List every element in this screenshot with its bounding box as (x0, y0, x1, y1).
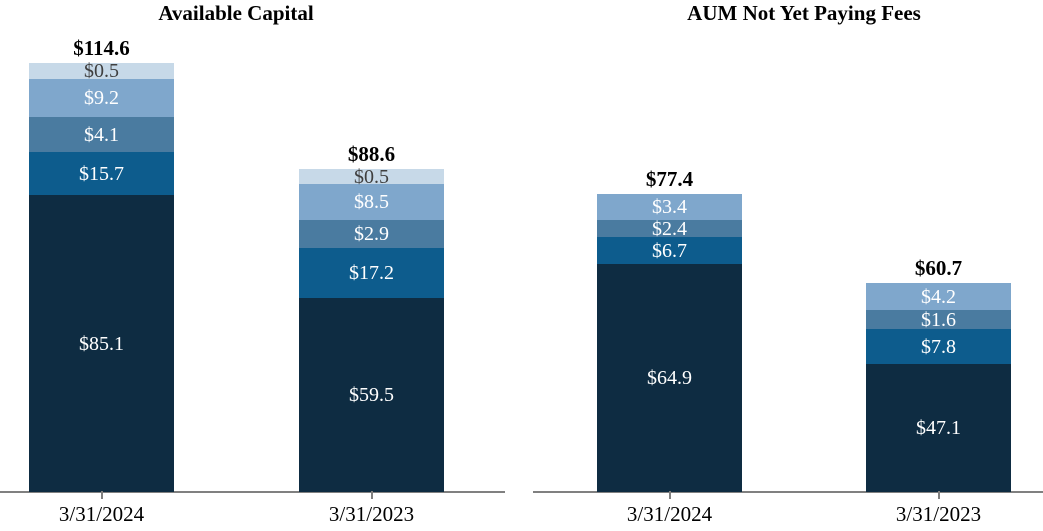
segment-value-label: $17.2 (349, 262, 394, 284)
segment-value-label: $15.7 (79, 162, 124, 185)
bar-segment: $0.5 (299, 165, 444, 188)
segment-value-label: $2.4 (652, 217, 687, 240)
stacked-bar: $4.2 $1.6 $7.8 $47.1 (866, 283, 1011, 492)
bar-total-label: $60.7 (914, 256, 963, 280)
chart-title-aum-not-yet-paying-fees: AUM Not Yet Paying Fees (687, 1, 921, 25)
x-axis-tick (100, 491, 103, 499)
bar-segment: $0.5 (29, 60, 174, 82)
x-axis-tick (370, 491, 373, 499)
x-axis-line (533, 491, 1043, 493)
x-axis-category-label: 3/31/2023 (328, 502, 415, 526)
bar-total-label: $77.4 (645, 167, 694, 191)
segment-value-label: $4.1 (84, 123, 119, 146)
bar-segment: $85.1 (29, 195, 174, 492)
stacked-bar: $3.4 $2.4 $6.7 $64.9 (597, 194, 742, 492)
bar-segment: $1.6 (866, 308, 1011, 331)
segment-value-label: $85.1 (79, 332, 124, 355)
bar-segment: $4.2 (866, 283, 1011, 310)
bar-segment: $2.4 (597, 217, 742, 240)
segment-value-label: $1.6 (921, 308, 956, 331)
bar-segment: $2.9 (299, 220, 444, 248)
bar-segment: $9.2 (29, 79, 174, 117)
segment-value-label: $6.7 (652, 239, 687, 262)
bar-segment: $47.1 (866, 364, 1011, 492)
segment-value-label: $64.9 (647, 367, 692, 389)
x-axis-category-label: 3/31/2023 (895, 502, 982, 526)
x-axis-tick (668, 491, 671, 499)
segment-value-label: $3.4 (652, 196, 687, 218)
stacked-bar: $0.5 $9.2 $4.1 $15.7 $85.1 (29, 60, 174, 492)
segment-value-label: $4.2 (921, 285, 956, 308)
bar-segment: $3.4 (597, 194, 742, 220)
bar-segment: $8.5 (299, 184, 444, 220)
segment-value-label: $9.2 (84, 87, 119, 109)
x-axis-category-label: 3/31/2024 (58, 502, 145, 526)
segment-value-label: $0.5 (354, 165, 389, 188)
chart-title-available-capital: Available Capital (158, 1, 314, 25)
segment-value-label: $2.9 (354, 223, 389, 245)
bar-segment: $15.7 (29, 152, 174, 195)
segment-value-label: $59.5 (349, 384, 394, 406)
x-axis-line (0, 491, 505, 493)
stacked-bar: $0.5 $8.5 $2.9 $17.2 $59.5 (299, 165, 444, 492)
bar-segment: $7.8 (866, 329, 1011, 364)
bar-segment: $64.9 (597, 264, 742, 492)
x-axis-category-label: 3/31/2024 (626, 502, 713, 526)
segment-value-label: $0.5 (84, 60, 119, 82)
segment-value-label: $7.8 (921, 335, 956, 358)
bar-segment: $17.2 (299, 248, 444, 298)
bar-total-label: $114.6 (73, 36, 130, 60)
x-axis-tick (937, 491, 940, 499)
segment-value-label: $47.1 (916, 417, 961, 439)
bar-segment: $4.1 (29, 117, 174, 152)
bar-segment: $59.5 (299, 298, 444, 492)
segment-value-label: $8.5 (354, 191, 389, 213)
bar-segment: $6.7 (597, 237, 742, 264)
bar-total-label: $88.6 (347, 142, 396, 166)
